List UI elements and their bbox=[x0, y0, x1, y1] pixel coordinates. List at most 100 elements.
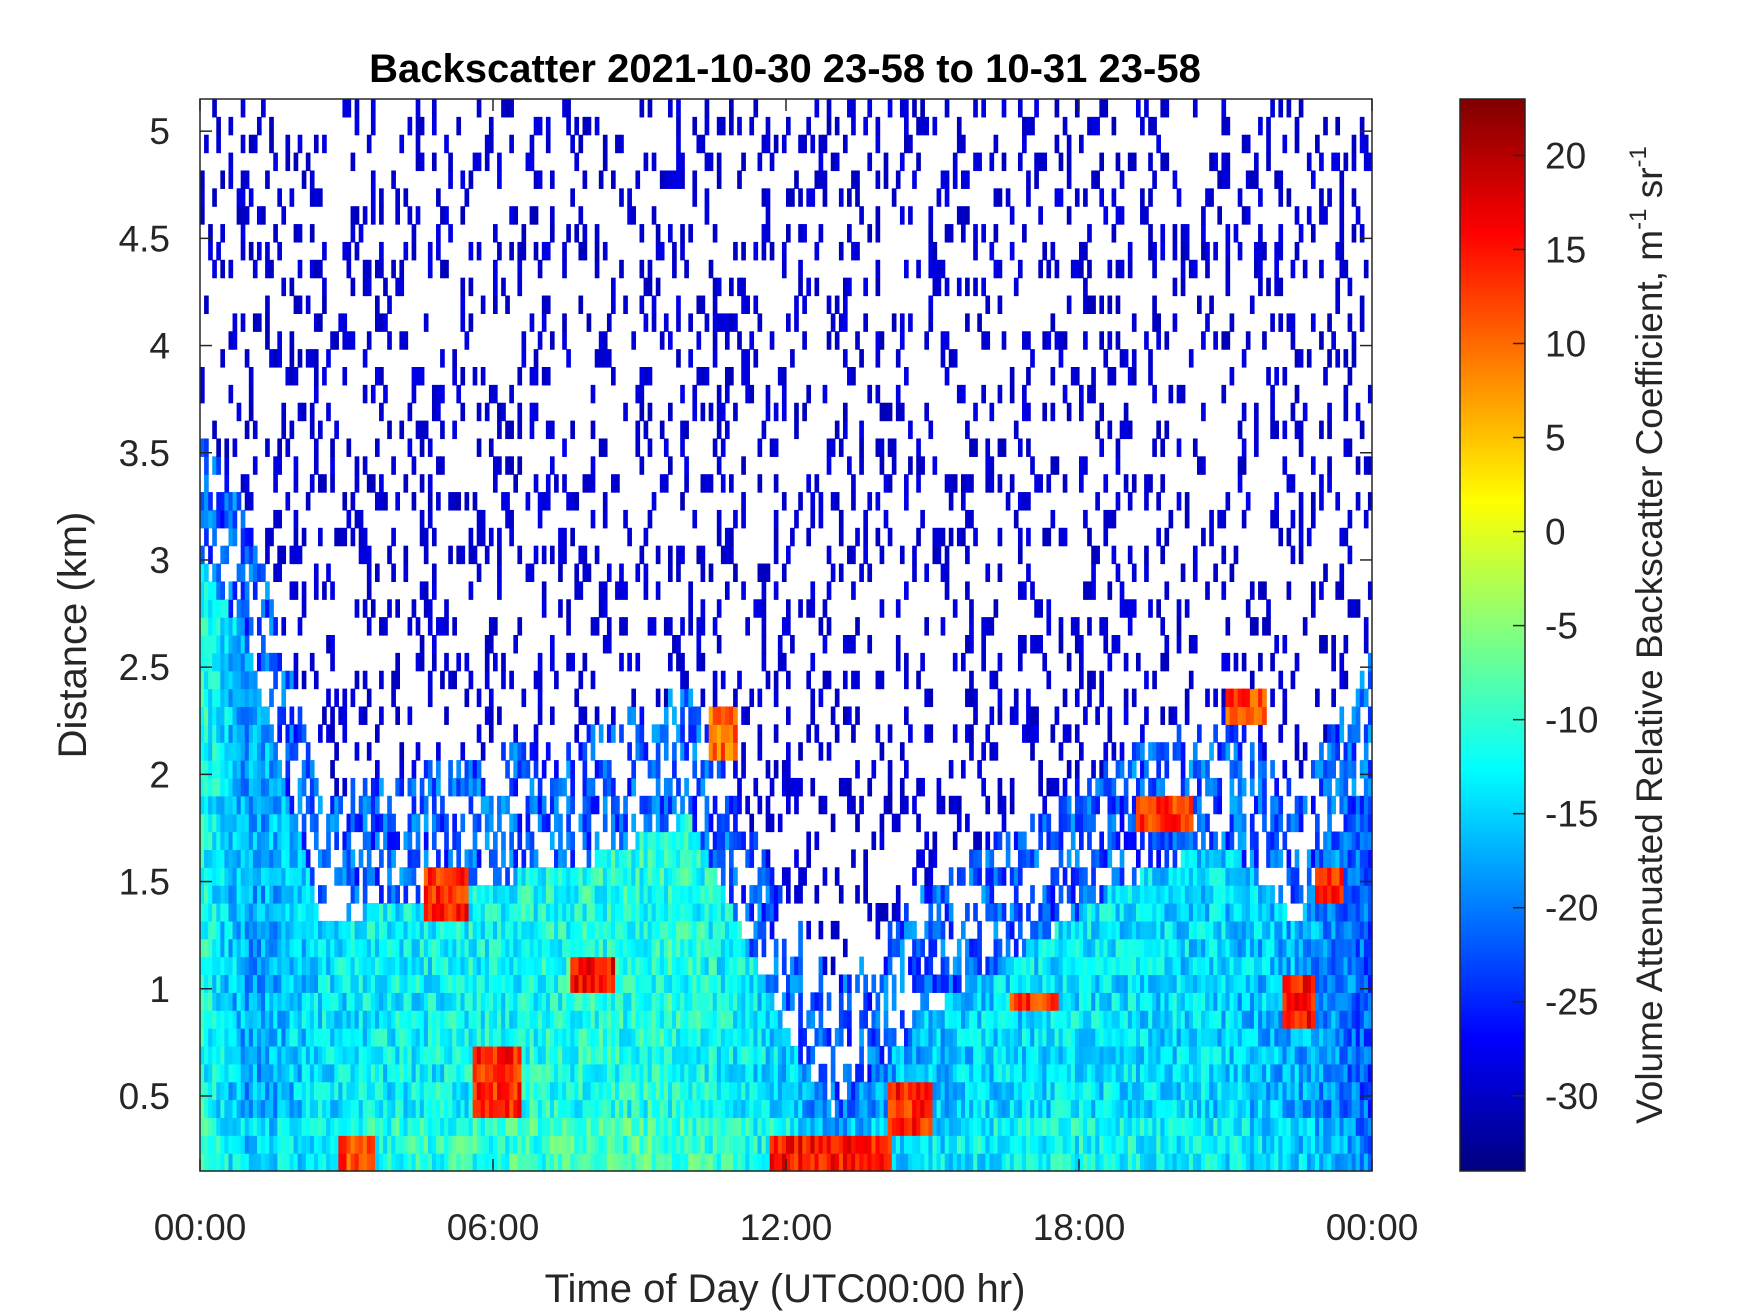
heatmap-cell bbox=[448, 849, 453, 868]
heatmap-cell bbox=[562, 1028, 567, 1047]
heatmap-cell bbox=[529, 152, 535, 172]
heatmap-cell bbox=[395, 706, 400, 725]
heatmap-cell bbox=[456, 956, 462, 976]
heatmap-cell bbox=[281, 706, 287, 725]
heatmap-cell bbox=[313, 1135, 319, 1154]
heatmap-cell bbox=[208, 688, 213, 708]
heatmap-cell bbox=[395, 1135, 400, 1154]
heatmap-cell bbox=[370, 992, 376, 1011]
heatmap-cell bbox=[688, 1099, 693, 1118]
heatmap-cell bbox=[480, 509, 486, 529]
heatmap-cell bbox=[558, 974, 563, 993]
heatmap-cell bbox=[358, 1010, 364, 1029]
heatmap-cell bbox=[826, 1117, 832, 1136]
heatmap-cell bbox=[769, 1045, 775, 1065]
heatmap-cell bbox=[578, 1045, 584, 1065]
heatmap-cell bbox=[818, 688, 824, 708]
heatmap-cell bbox=[407, 1099, 413, 1118]
heatmap-cell bbox=[798, 956, 803, 976]
heatmap-cell bbox=[741, 295, 746, 314]
heatmap-cell bbox=[358, 545, 364, 565]
heatmap-cell bbox=[256, 116, 262, 136]
heatmap-cell bbox=[883, 509, 889, 529]
heatmap-cell bbox=[672, 241, 677, 261]
heatmap-cell bbox=[252, 1045, 258, 1065]
heatmap-cell bbox=[200, 1081, 205, 1101]
heatmap-cell bbox=[627, 849, 632, 868]
heatmap-cell bbox=[643, 903, 649, 922]
heatmap-cell bbox=[431, 795, 437, 815]
heatmap-cell bbox=[724, 527, 730, 547]
heatmap-cell bbox=[297, 224, 303, 243]
heatmap-cell bbox=[379, 617, 384, 636]
heatmap-cell bbox=[236, 706, 242, 725]
heatmap-cell bbox=[391, 992, 396, 1011]
heatmap-cell bbox=[309, 885, 315, 904]
heatmap-cell bbox=[842, 974, 848, 993]
heatmap-cell bbox=[704, 974, 710, 993]
heatmap-cell bbox=[602, 1135, 608, 1154]
heatmap-cell bbox=[293, 509, 299, 529]
heatmap-cell bbox=[704, 938, 710, 958]
heatmap-cell bbox=[224, 777, 230, 797]
heatmap-cell bbox=[851, 581, 856, 600]
heatmap-cell bbox=[537, 116, 543, 136]
heatmap-cell bbox=[594, 116, 600, 136]
heatmap-cell bbox=[452, 1081, 457, 1101]
heatmap-cell bbox=[476, 152, 482, 172]
heatmap-cell bbox=[765, 1081, 771, 1101]
heatmap-cell bbox=[606, 617, 612, 636]
heatmap-cell bbox=[781, 1153, 787, 1172]
heatmap-cell bbox=[256, 992, 262, 1011]
heatmap-cell bbox=[887, 438, 893, 457]
heatmap-cell bbox=[289, 974, 295, 993]
heatmap-cell bbox=[419, 527, 425, 547]
heatmap-cell bbox=[716, 885, 722, 904]
heatmap-cell bbox=[623, 849, 628, 868]
heatmap-cell bbox=[521, 867, 527, 886]
heatmap-cell bbox=[484, 1081, 490, 1101]
heatmap-cell bbox=[212, 99, 217, 118]
heatmap-cell bbox=[362, 259, 368, 279]
heatmap-cell bbox=[521, 688, 527, 708]
heatmap-cell bbox=[431, 1045, 437, 1065]
heatmap-cell bbox=[602, 509, 608, 529]
heatmap-cell bbox=[472, 920, 478, 940]
heatmap-cell bbox=[651, 1099, 657, 1118]
heatmap-cell bbox=[924, 920, 930, 940]
heatmap-cell bbox=[745, 849, 750, 868]
heatmap-cell bbox=[545, 1117, 551, 1136]
heatmap-cell bbox=[920, 1063, 925, 1083]
heatmap-cell bbox=[680, 438, 685, 457]
heatmap-cell bbox=[248, 1081, 254, 1101]
heatmap-cell bbox=[452, 1117, 457, 1136]
heatmap-cell bbox=[720, 742, 726, 761]
heatmap-cell bbox=[647, 1045, 653, 1065]
heatmap-cell bbox=[493, 849, 498, 868]
heatmap-cell bbox=[920, 849, 925, 868]
heatmap-cell bbox=[431, 867, 437, 886]
heatmap-cell bbox=[216, 116, 221, 136]
heatmap-cell bbox=[631, 760, 637, 779]
heatmap-cell bbox=[545, 885, 551, 904]
heatmap-cell bbox=[895, 1153, 901, 1172]
heatmap-cell bbox=[541, 760, 547, 779]
heatmap-cell bbox=[436, 867, 441, 886]
heatmap-cell bbox=[786, 795, 791, 815]
heatmap-cell bbox=[204, 134, 209, 154]
heatmap-cell bbox=[354, 456, 360, 475]
heatmap-cell bbox=[733, 509, 738, 529]
heatmap-cell bbox=[631, 1153, 637, 1172]
heatmap-cell bbox=[684, 849, 689, 868]
heatmap-cell bbox=[277, 188, 282, 207]
heatmap-cell bbox=[574, 492, 580, 511]
heatmap-cell bbox=[208, 545, 213, 565]
heatmap-cell bbox=[488, 116, 494, 136]
heatmap-cell bbox=[680, 420, 685, 440]
heatmap-cell bbox=[590, 617, 596, 636]
heatmap-cell bbox=[391, 974, 396, 993]
heatmap-cell bbox=[838, 527, 844, 547]
heatmap-cell bbox=[724, 938, 730, 958]
heatmap-cell bbox=[281, 1117, 287, 1136]
heatmap-cell bbox=[261, 599, 266, 618]
